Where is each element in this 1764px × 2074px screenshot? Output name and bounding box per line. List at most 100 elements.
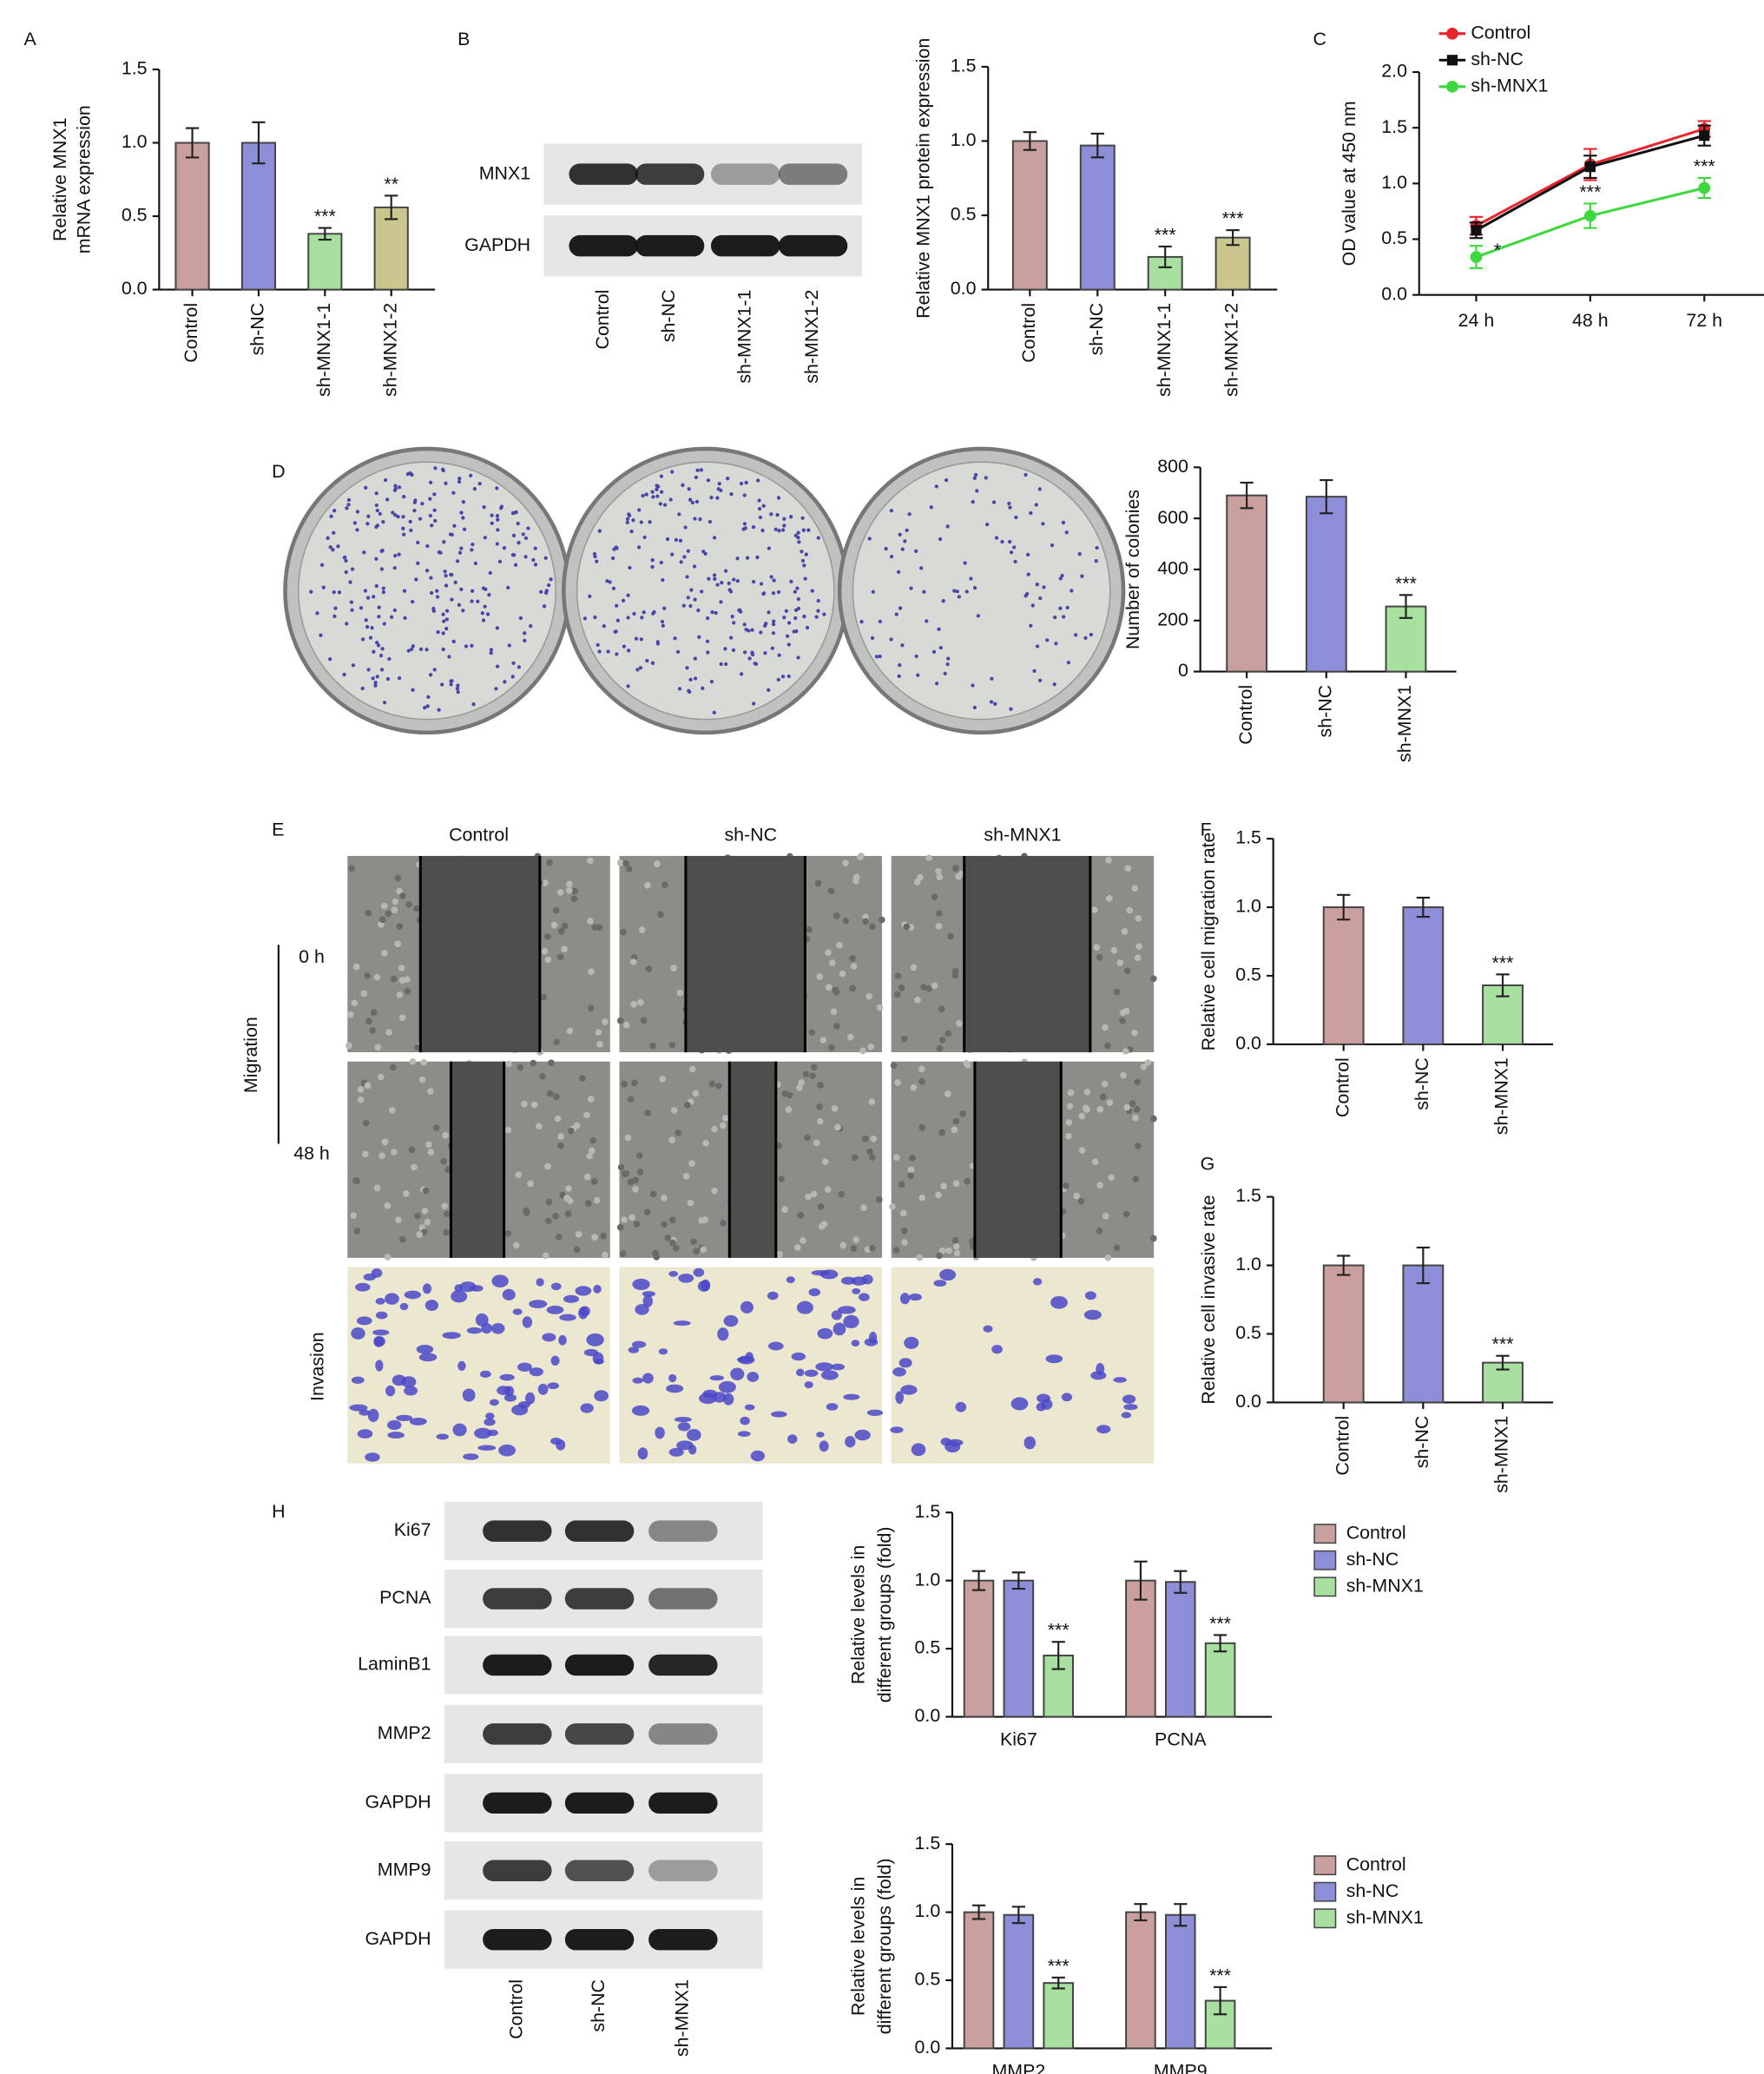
y-tick-label: 1.5: [122, 58, 148, 79]
colony-dot: [344, 570, 348, 575]
colony-dot: [471, 702, 476, 707]
colony-dot: [441, 631, 445, 635]
invaded-cell: [491, 1274, 509, 1288]
colony-dot: [963, 561, 967, 565]
cell: [818, 1203, 825, 1210]
colony-dot: [521, 532, 525, 537]
colony-dot: [1029, 510, 1033, 516]
invaded-cell: [484, 1418, 496, 1426]
colony-dot: [533, 546, 537, 550]
cell: [909, 1155, 916, 1162]
colony-dot: [898, 662, 902, 668]
blot-row-label: MMP2: [378, 1722, 431, 1743]
cell: [561, 922, 569, 930]
invaded-cell: [485, 1412, 495, 1420]
y-tick-label: 1.5: [951, 56, 977, 76]
bar: [1305, 496, 1347, 673]
cell: [433, 1124, 440, 1131]
invaded-cell: [859, 1293, 870, 1301]
invaded-cell: [1037, 1393, 1050, 1403]
colony-dot: [686, 549, 690, 553]
colony-dot: [496, 517, 500, 522]
invaded-cell: [632, 1278, 650, 1290]
colony-dot: [709, 680, 714, 684]
x-tick-label: sh-MNX1-2: [379, 303, 400, 397]
colony-dot: [639, 520, 643, 524]
blot-band: [564, 1588, 635, 1610]
cell: [688, 1160, 695, 1168]
colony-dot: [497, 559, 503, 563]
cell: [952, 1243, 960, 1250]
blot-row-label: MNX1: [479, 162, 530, 183]
colony-dot: [757, 498, 761, 503]
cell: [527, 1180, 534, 1188]
panel-letter: G: [1201, 1154, 1215, 1175]
bar: [174, 142, 210, 291]
colony-dot: [814, 615, 819, 619]
colony-dot: [737, 608, 741, 613]
y-tick-label: 1.5: [1235, 1185, 1261, 1206]
invaded-cell: [375, 1311, 388, 1320]
colony-dot: [410, 599, 415, 604]
colony-dot: [803, 576, 807, 581]
colony-dot: [651, 611, 655, 616]
colony-dot: [366, 668, 371, 672]
colony-dot: [1007, 501, 1011, 506]
point: [1699, 130, 1710, 142]
colony-dot: [767, 546, 772, 550]
y-tick-label: 0: [1178, 660, 1188, 681]
invaded-cell: [422, 1283, 432, 1294]
invaded-cell: [833, 1322, 846, 1336]
colony-dot: [771, 591, 776, 596]
bar: [1043, 1982, 1074, 2050]
cell: [357, 1086, 365, 1093]
colony-dot: [472, 486, 477, 491]
colony-dot: [380, 647, 385, 651]
colony-dot: [453, 580, 457, 584]
cell: [420, 1059, 427, 1066]
colony-dot: [477, 481, 482, 486]
cell: [781, 1206, 788, 1213]
invaded-cell: [819, 1440, 829, 1452]
cell: [557, 927, 565, 935]
colony-dot: [693, 656, 697, 661]
bar: [1164, 1581, 1196, 1718]
invaded-cell: [497, 1386, 511, 1395]
colony-dot: [346, 503, 351, 507]
cell: [951, 1236, 959, 1244]
blot-band: [778, 163, 848, 185]
cell: [556, 953, 564, 961]
cell: [442, 1131, 449, 1139]
cell: [521, 1100, 528, 1108]
cell: [504, 1126, 512, 1134]
colony-dot: [787, 674, 791, 679]
cell: [546, 859, 553, 866]
cell: [852, 1236, 859, 1244]
cell: [392, 898, 399, 905]
cell: [1078, 1112, 1086, 1120]
legend-label: sh-NC: [1346, 1549, 1399, 1570]
cell: [1101, 1080, 1109, 1088]
significance: **: [384, 174, 398, 194]
cell: [408, 1146, 416, 1154]
invaded-cell: [409, 1417, 427, 1425]
point: [1698, 181, 1711, 194]
invaded-cell: [701, 1279, 711, 1291]
cell: [523, 1208, 530, 1216]
colony-dot: [387, 656, 392, 662]
blot-lane-label: sh-MNX1-2: [801, 290, 822, 384]
cell: [565, 886, 573, 894]
cell: [827, 1044, 835, 1051]
colony-dot: [345, 506, 349, 510]
colony-dot: [655, 494, 660, 498]
colony-dot: [332, 614, 337, 618]
invaded-cell: [890, 1426, 904, 1433]
colony-dot: [632, 611, 636, 616]
blot-lane-label: Control: [505, 1979, 526, 2039]
colony-dot: [782, 616, 787, 620]
colony-dot: [368, 635, 373, 640]
invaded-cell: [546, 1305, 564, 1314]
cell: [1144, 1059, 1152, 1066]
x-tick-label: 48 h: [1572, 310, 1609, 331]
colony-dot: [621, 598, 626, 602]
